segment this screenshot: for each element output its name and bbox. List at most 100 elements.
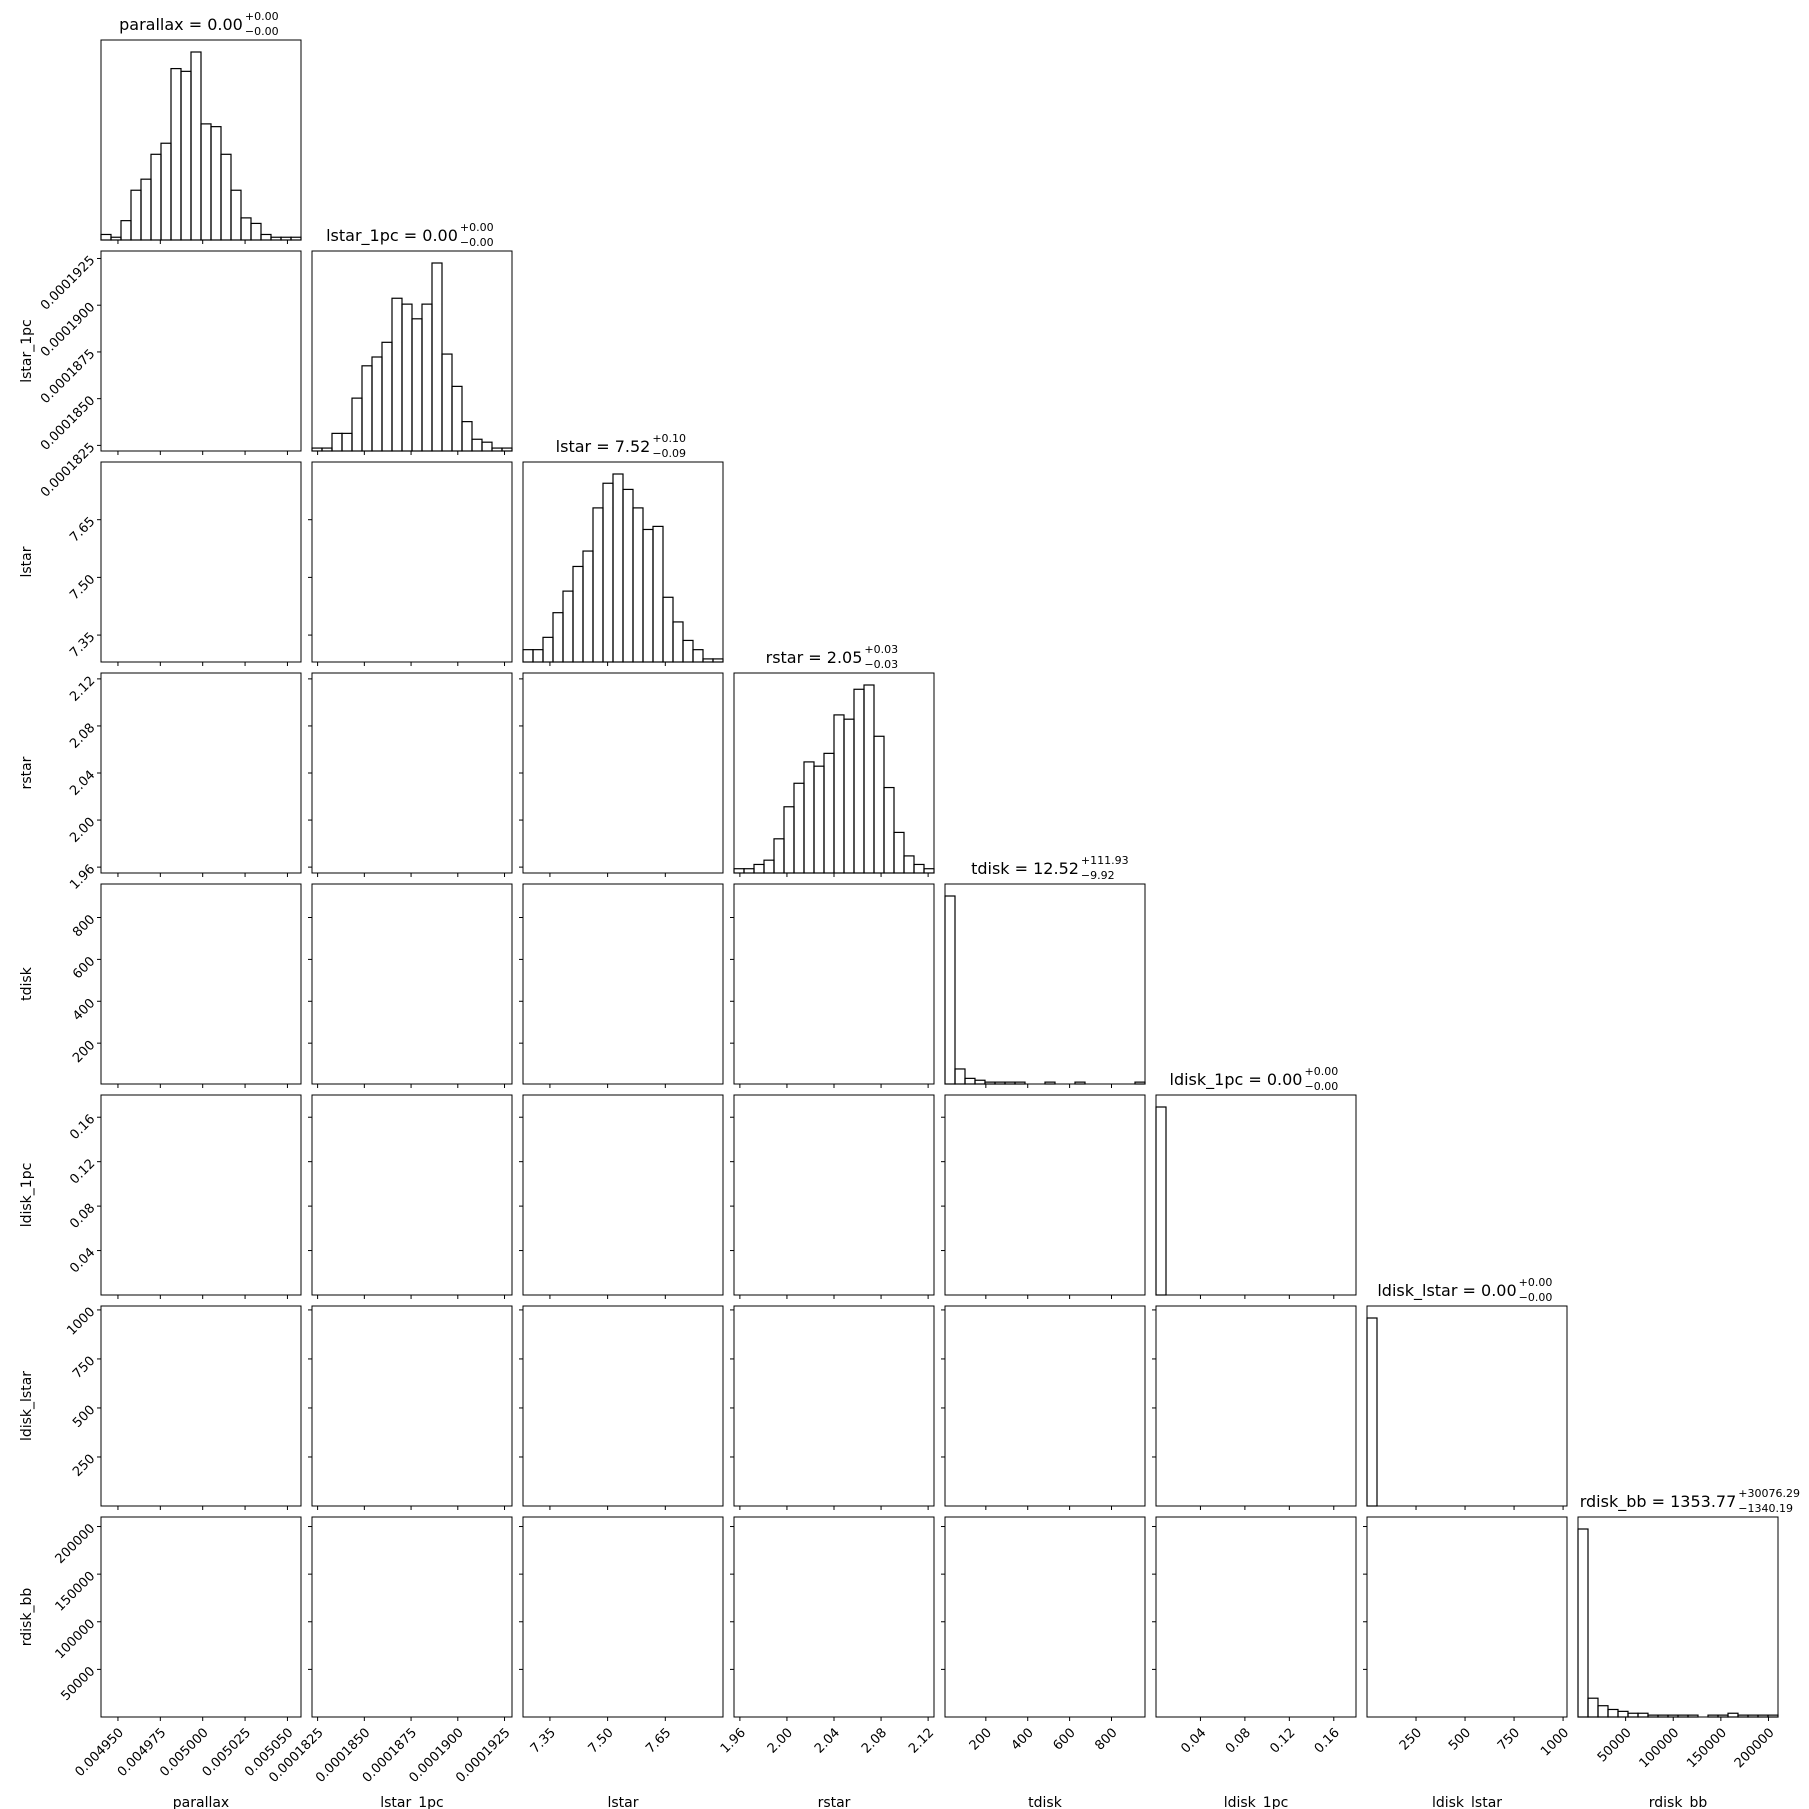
y-tick-label: 2.04 [67,768,98,799]
hist-bar [692,649,704,663]
panel-frame [100,250,302,452]
y-tick-label: 750 [70,1354,98,1382]
x-axis-label: rdisk_bb [1649,1795,1708,1809]
hist-bar [994,1081,1006,1085]
x-tick-label: 750 [1495,1725,1523,1753]
panel-frame [522,1516,724,1718]
hist-bar [1627,1712,1639,1718]
hist-bar [150,153,162,241]
x-axis-label: rstar [818,1795,851,1809]
panel-frame [311,1305,513,1507]
hist-bar [1134,1081,1146,1085]
panel-frame [311,883,513,1085]
y-tick-label: 100000 [53,1616,99,1662]
hist-bar [1617,1710,1629,1718]
panel-frame [100,672,302,874]
title-lower: −0.00 [1519,1291,1553,1304]
panel-title: tdisk = 12.52 [971,859,1079,878]
hist-bar [572,565,584,663]
x-tick-label: 0.16 [1312,1725,1343,1756]
y-tick-label: 7.65 [67,514,98,545]
hist-bar [602,482,614,663]
x-tick-label: 2.08 [859,1725,890,1756]
hist-bar [913,863,925,874]
y-tick-label: 500 [70,1403,98,1431]
hist-bar [984,1081,996,1085]
panel-title: ldisk_1pc = 0.00 [1170,1070,1303,1090]
x-axis-label: parallax [173,1795,229,1809]
title-upper: +111.93 [1081,854,1129,867]
hist-bar [833,714,845,874]
y-tick-label: 800 [70,912,98,940]
title-text: parallax = 0.00 [119,15,243,34]
hist-bar [431,262,443,452]
x-tick-label: 200000 [1732,1725,1778,1771]
title-lower: −0.00 [1304,1080,1338,1093]
hist-bar [1717,1714,1729,1718]
x-tick-label: 0.04 [1178,1725,1209,1756]
y-tick-label: 400 [70,996,98,1024]
hist-bar [974,1079,986,1085]
panel-title: lstar = 7.52 [556,437,651,456]
hist-bar [582,550,594,663]
title-lower: −9.92 [1081,869,1115,882]
panel-frame [311,1516,513,1718]
y-tick-label: 0.12 [67,1156,98,1187]
panel-frame [311,672,513,874]
hist-bar [451,385,463,452]
y-tick-label: 0.04 [67,1245,98,1276]
hist-bar [411,318,423,452]
hist-bar [803,761,815,874]
hist-bar [662,596,674,663]
hist-bar [280,236,292,241]
x-tick-label: 500 [1446,1725,1474,1753]
x-axis-label: tdisk [1028,1795,1063,1809]
hist-bar [1737,1714,1749,1718]
hist-bar [733,868,745,874]
x-tick-label: 1.96 [718,1725,749,1756]
hist-bar [843,718,855,874]
hist-bar [863,684,875,874]
title-text: ldisk_1pc = 0.00 [1170,1070,1303,1090]
x-tick-label: 250 [1397,1725,1425,1753]
hist-bar [944,895,956,1085]
title-upper: +0.03 [864,643,898,656]
panel-title: lstar_1pc = 0.00 [326,226,458,246]
y-tick-label: 0.08 [67,1201,98,1232]
hist-bar [200,123,212,241]
y-tick-label: 250 [70,1452,98,1480]
y-axis-label: tdisk [19,966,35,1001]
y-axis-label: ldisk_lstar [19,1371,35,1441]
hist-bar [341,432,353,452]
hist-bar [522,649,534,663]
panel-title: rdisk_bb = 1353.77 [1580,1492,1737,1512]
hist-bar [853,688,865,874]
hist-bar [1707,1714,1719,1718]
hist-bar [441,353,453,452]
hist-bar [923,868,935,874]
hist-bar [632,507,644,663]
hist-bar [1677,1714,1689,1718]
hist-bar [321,447,333,452]
title-upper: +30076.29 [1738,1487,1800,1500]
hist-bar [552,612,564,663]
y-tick-label: 7.50 [67,572,98,603]
title-upper: +0.10 [652,432,686,445]
hist-bar [542,636,554,663]
hist-bar [391,297,403,452]
hist-bar [401,303,413,452]
hist-bar [290,236,302,241]
panel-frame [522,1305,724,1507]
y-tick-label: 2.00 [67,815,98,846]
hist-bar [954,1068,966,1085]
hist-bar [481,441,493,452]
hist-bar [1155,1106,1167,1296]
y-tick-label: 2.08 [67,721,98,752]
panel-frame [944,1305,1146,1507]
title-lower: −1340.19 [1738,1502,1793,1515]
panel-frame [944,1094,1146,1296]
title-upper: +0.00 [245,10,279,23]
x-tick-label: 100000 [1637,1725,1683,1771]
hist-bar [471,438,483,452]
